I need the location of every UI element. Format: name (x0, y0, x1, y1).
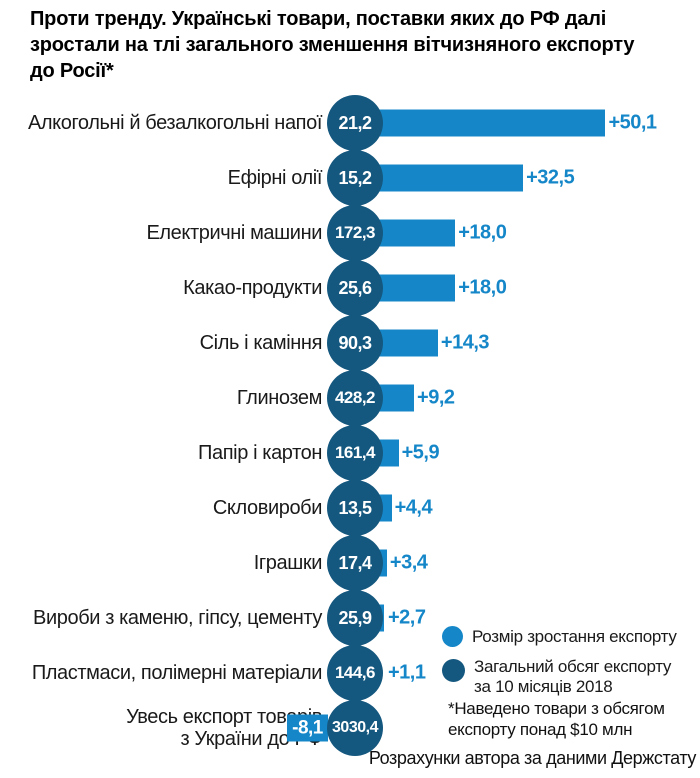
legend-entry-total: Загальний обсяг експорту за 10 місяців 2… (442, 656, 698, 697)
chart-title-line-1: Проти тренду. Українські товари, поставк… (30, 8, 607, 30)
source-credit: Розрахунки автора за даними Держстату (368, 748, 697, 768)
total-export-circle: 17,4 (327, 535, 383, 591)
footnote-line-1: *Наведено товари з обсягом (448, 699, 665, 718)
total-export-circle: 161,4 (327, 425, 383, 481)
total-export-circle: 25,6 (327, 260, 383, 316)
category-label: Електричні машини (146, 222, 322, 244)
category-label: Ефірні олії (227, 167, 323, 189)
growth-value: +5,9 (401, 441, 440, 464)
growth-value: +2,7 (388, 606, 426, 629)
growth-value: +32,5 (526, 166, 575, 189)
category-label: Какао-продукти (183, 277, 322, 299)
growth-value: +18,0 (458, 276, 507, 299)
legend-label-total-line-1: Загальний обсяг експорту (474, 657, 672, 676)
growth-value: +14,3 (440, 331, 490, 354)
total-export-circle: 21,2 (327, 95, 383, 151)
growth-bar (355, 164, 524, 192)
growth-value: +18,0 (458, 221, 507, 244)
total-circle-icon (442, 659, 465, 682)
total-export-circle: 13,5 (327, 480, 383, 536)
legend-label-growth: Розмір зростання експорту (472, 627, 677, 646)
category-label: Глинозем (236, 387, 323, 409)
legend: Розмір зростання експорту Загальний обся… (442, 626, 698, 706)
growth-value: +4,4 (394, 496, 433, 519)
category-label: Увесь експорт товарів з України до РФ (126, 706, 322, 750)
growth-value: +9,2 (417, 386, 455, 409)
total-export-circle: 3030,4 (327, 700, 383, 756)
category-label: Папір і картон (198, 442, 322, 464)
footnote-line-2: експорту понад $10 млн (448, 720, 633, 739)
legend-entry-growth: Розмір зростання експорту (442, 626, 698, 647)
category-label: Скловироби (212, 497, 323, 519)
category-label: Вироби з каменю, гіпсу, цементу (33, 607, 322, 629)
total-export-circle: 428,2 (327, 370, 383, 426)
total-export-circle: 25,9 (327, 590, 383, 646)
chart-title-line-2: зростали на тлі загального зменшення віт… (30, 34, 635, 56)
negative-growth-box: -8,1 (287, 714, 328, 742)
chart-title: Проти тренду. Українські товари, поставк… (30, 6, 690, 84)
growth-bar (355, 109, 606, 137)
total-export-circle: 172,3 (327, 205, 383, 261)
legend-label-total: Загальний обсяг експорту за 10 місяців 2… (474, 656, 671, 697)
category-label: Іграшки (253, 552, 323, 574)
total-export-circle: 15,2 (327, 150, 383, 206)
growth-value: +1,1 (388, 661, 426, 684)
growth-circle-icon (442, 626, 463, 647)
growth-value: +50,1 (608, 111, 657, 134)
category-label: Сіль і каміння (199, 332, 323, 354)
total-export-circle: 144,6 (327, 645, 383, 701)
footnote: *Наведено товари з обсягом експорту пона… (448, 698, 698, 740)
chart-title-line-3: до Росії* (30, 60, 114, 82)
growth-value: +3,4 (389, 551, 428, 574)
category-label: Алкогольні й безалкогольні напої (27, 112, 322, 134)
total-export-circle: 90,3 (327, 315, 383, 371)
legend-label-total-line-2: за 10 місяців 2018 (474, 677, 613, 696)
category-label: Пластмаси, полімерні матеріали (31, 662, 323, 684)
